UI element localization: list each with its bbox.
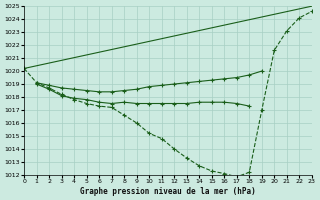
- X-axis label: Graphe pression niveau de la mer (hPa): Graphe pression niveau de la mer (hPa): [80, 187, 256, 196]
